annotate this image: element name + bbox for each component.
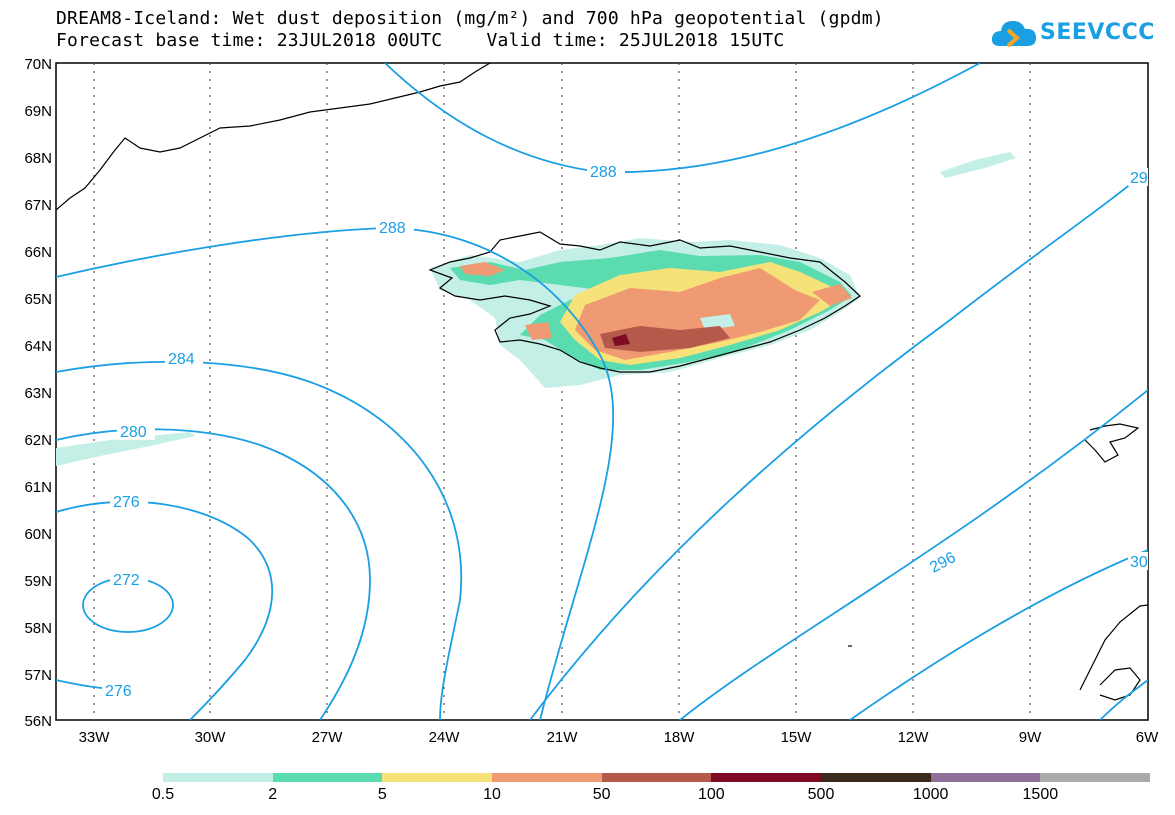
- colorbar-segment: [711, 773, 822, 782]
- lat-label: 64N: [24, 338, 52, 355]
- lon-label: 30W: [195, 729, 227, 746]
- lon-label: 33W: [79, 729, 111, 746]
- graticule: [93, 63, 1031, 720]
- lon-label: 9W: [1019, 729, 1042, 746]
- contour-label: 29: [1130, 170, 1148, 187]
- lat-label: 56N: [24, 713, 52, 730]
- lat-label: 57N: [24, 667, 52, 684]
- contour-label: 280: [120, 424, 147, 441]
- contour-label: 284: [168, 351, 195, 368]
- contour-label: 276: [105, 683, 132, 700]
- contour-label: 272: [113, 572, 140, 589]
- colorbar-label: 1000: [912, 786, 949, 803]
- lat-label: 61N: [24, 479, 52, 496]
- lon-label: 21W: [547, 729, 579, 746]
- lat-label: 60N: [24, 526, 52, 543]
- latitude-labels: 70N 69N 68N 67N 66N 65N 64N 63N 62N 61N …: [24, 56, 52, 730]
- colorbar: [163, 773, 1151, 782]
- logo-text: SEEVCCC: [1040, 20, 1155, 45]
- lat-label: 58N: [24, 620, 52, 637]
- colorbar-label: 50: [592, 786, 611, 803]
- colorbar-segment: [163, 773, 273, 782]
- colorbar-segment: [1040, 773, 1151, 782]
- lat-label: 68N: [24, 150, 52, 167]
- lat-label: 67N: [24, 197, 52, 214]
- lat-label: 59N: [24, 573, 52, 590]
- colorbar-label: 500: [807, 786, 835, 803]
- colorbar-segment: [930, 773, 1041, 782]
- colorbar-label: 10: [483, 786, 501, 803]
- lat-label: 65N: [24, 291, 52, 308]
- colorbar-segment: [601, 773, 712, 782]
- lon-label: 6W: [1136, 729, 1159, 746]
- lon-label: 15W: [781, 729, 813, 746]
- colorbar-segment: [382, 773, 493, 782]
- map-title: DREAM8-Iceland: Wet dust deposition (mg/…: [56, 8, 884, 29]
- colorbar-label: 0.5: [151, 786, 175, 803]
- colorbar-label: 1500: [1022, 786, 1059, 803]
- contour-label: 30: [1130, 554, 1148, 571]
- map-subtitle-times: Forecast base time: 23JUL2018 00UTC Vali…: [56, 30, 785, 51]
- longitude-labels: 33W 30W 27W 24W 21W 18W 15W 12W 9W 6W: [79, 729, 1160, 746]
- lat-label: 62N: [24, 432, 52, 449]
- lon-label: 12W: [898, 729, 930, 746]
- colorbar-label: 2: [268, 786, 278, 803]
- lat-label: 66N: [24, 244, 52, 261]
- dust-deposition-field: [56, 152, 1016, 466]
- colorbar-label: 5: [377, 786, 387, 803]
- contour-label: 288: [379, 220, 406, 237]
- lon-label: 18W: [664, 729, 696, 746]
- lat-label: 63N: [24, 385, 52, 402]
- cloud-icon: [991, 21, 1036, 48]
- colorbar-segment: [272, 773, 383, 782]
- colorbar-segment: [821, 773, 931, 782]
- lat-label: 69N: [24, 103, 52, 120]
- colorbar-segment: [492, 773, 602, 782]
- lon-label: 24W: [429, 729, 461, 746]
- lon-label: 27W: [312, 729, 344, 746]
- contour-label: 276: [113, 494, 140, 511]
- colorbar-label: 100: [697, 786, 725, 803]
- lat-label: 70N: [24, 56, 52, 73]
- contour-labels: 288 288 284 280 276 276 272 296 29 30: [102, 162, 1148, 700]
- contour-label: 288: [590, 164, 617, 181]
- coastlines: [56, 63, 1148, 701]
